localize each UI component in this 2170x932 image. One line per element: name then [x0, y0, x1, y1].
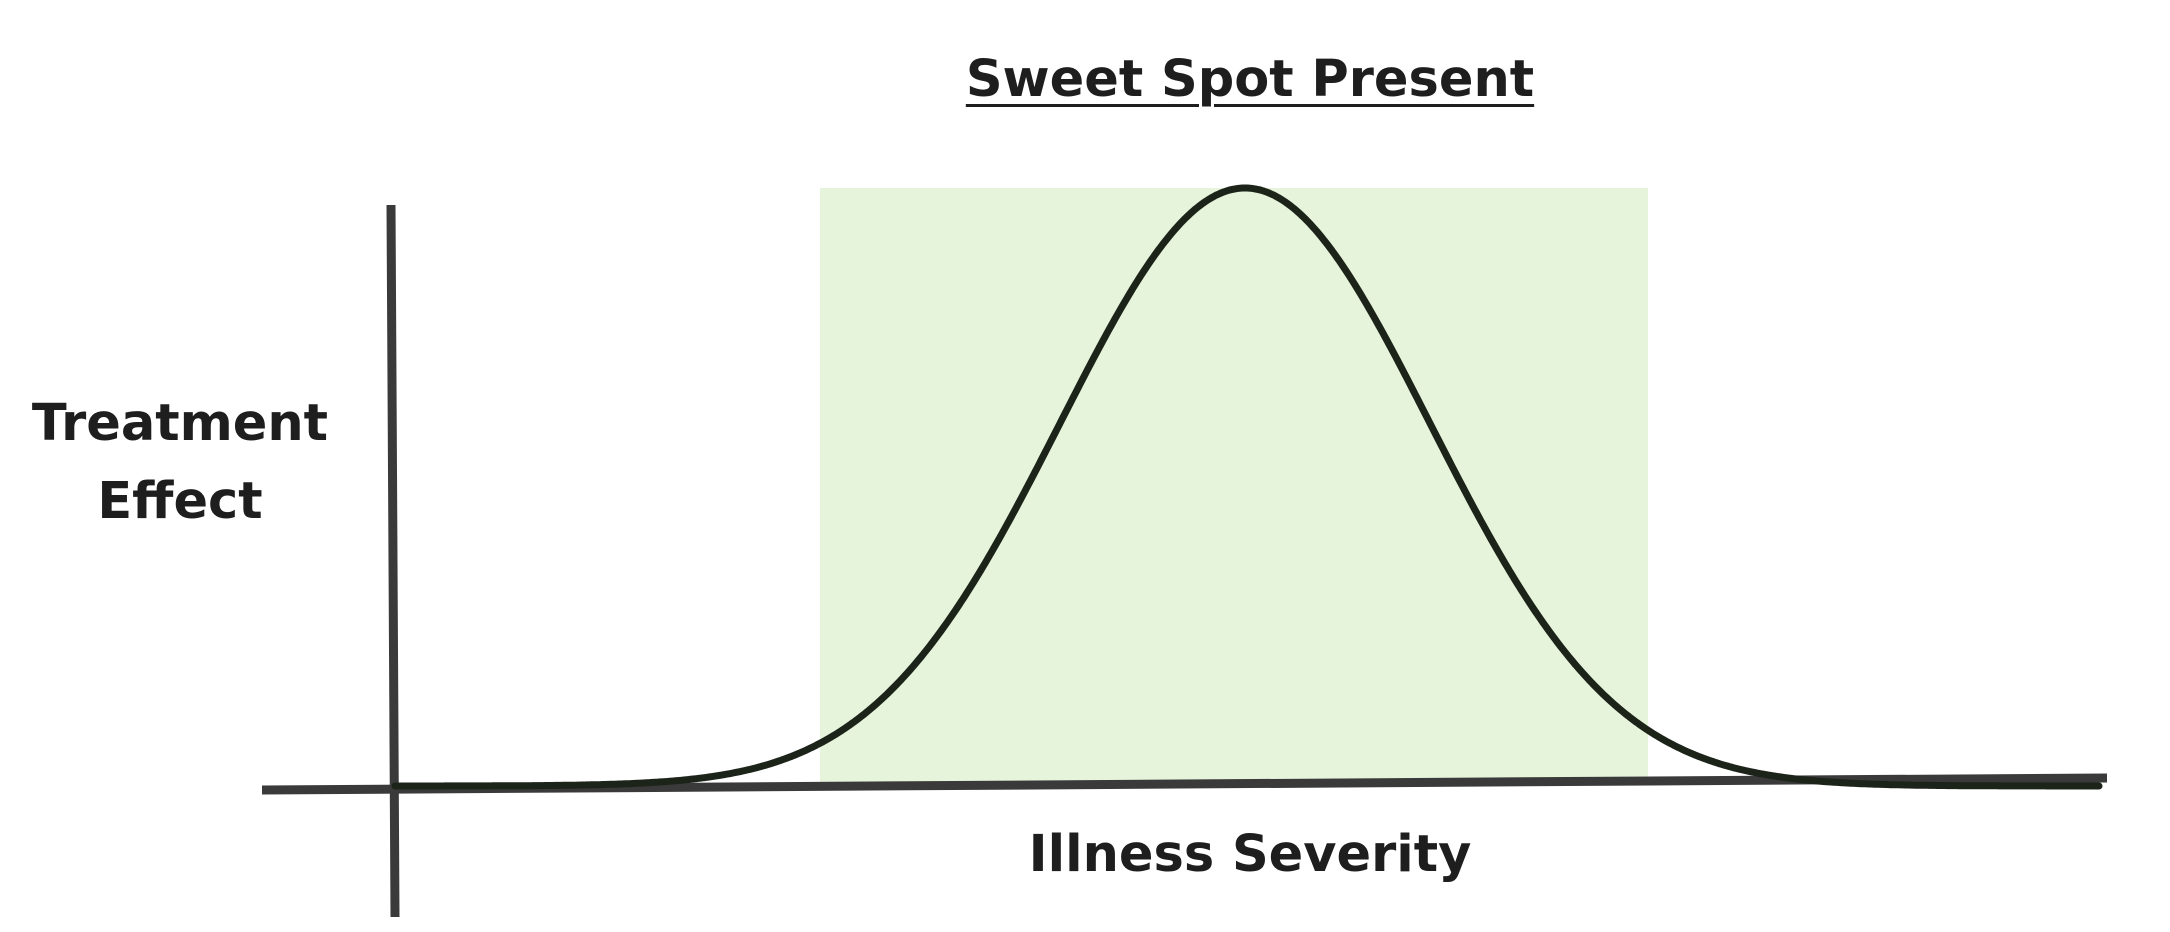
sweet-spot-region [820, 188, 1648, 783]
y-axis-label: Treatment Effect [20, 385, 340, 541]
diagram-title: Sweet Spot Present [965, 50, 1535, 109]
y-axis-line [386, 204, 400, 918]
y-axis-label-line-2: Effect [97, 472, 263, 531]
x-axis-label: Illness Severity [1028, 825, 1472, 884]
bell-curve [391, 184, 2103, 790]
y-axis-label-line-1: Treatment [31, 394, 329, 453]
